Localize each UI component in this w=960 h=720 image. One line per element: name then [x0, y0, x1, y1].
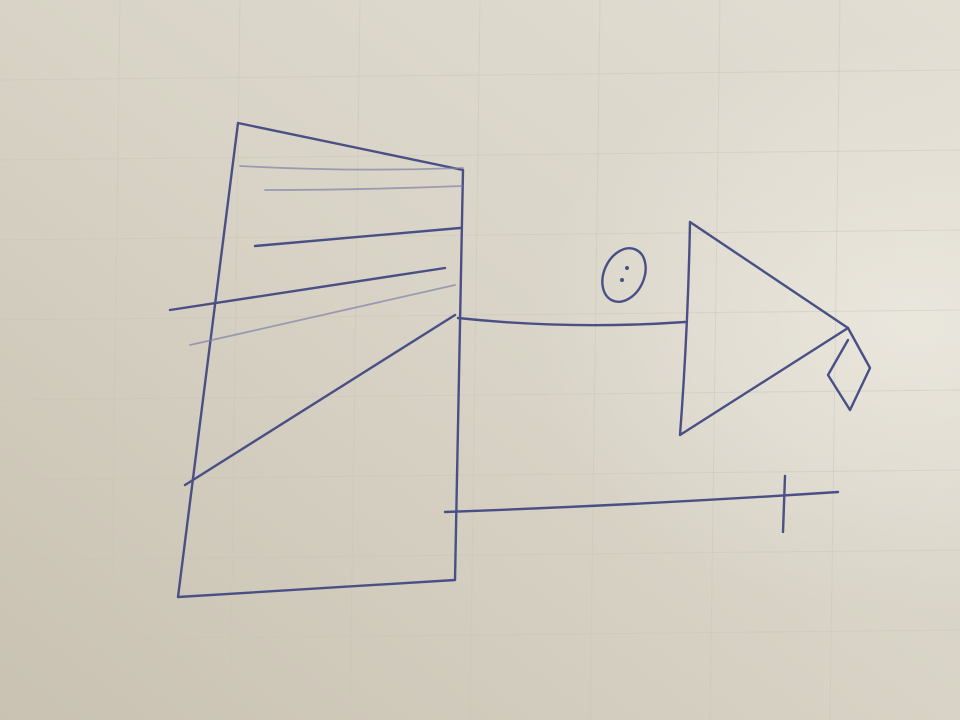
hatch-line	[239, 165, 464, 171]
diagonal-line	[183, 313, 457, 487]
connector-line	[456, 316, 687, 327]
dot	[620, 278, 624, 282]
triangle	[678, 220, 850, 437]
hatch-line	[253, 226, 462, 248]
hatch-line	[168, 266, 447, 312]
tick-line	[781, 474, 787, 534]
drawing	[168, 121, 872, 599]
hatch-line	[189, 284, 456, 346]
box	[176, 121, 465, 599]
tip-shape	[826, 326, 872, 412]
dot	[625, 266, 629, 270]
oval	[601, 247, 647, 303]
hatch-line	[264, 185, 463, 191]
